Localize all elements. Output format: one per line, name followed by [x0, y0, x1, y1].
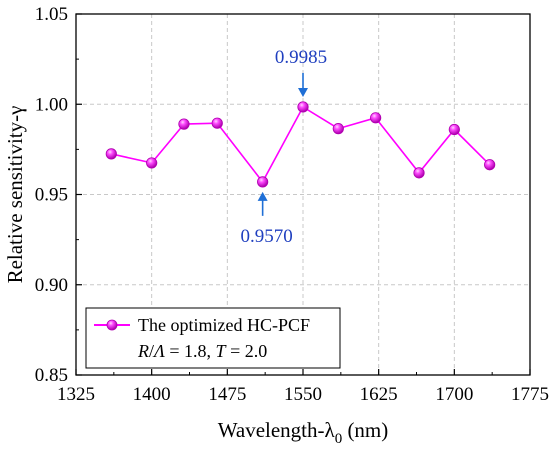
data-point [211, 117, 223, 129]
x-axis-title-sub: 0 [335, 431, 343, 447]
legend-params: R/Λ = 1.8, T = 2.0 [137, 341, 267, 361]
series [105, 101, 496, 188]
x-tick-label: 1625 [360, 384, 398, 405]
data-point [413, 167, 425, 179]
legend: The optimized HC-PCF R/Λ = 1.8, T = 2.0 [85, 307, 341, 369]
y-axis-title: Relative sensitivity-γ [3, 106, 27, 284]
data-point [448, 123, 460, 136]
legend-param-r-value: = 1.8, [165, 341, 216, 361]
annotation-label: 0.9985 [275, 47, 327, 68]
data-point [146, 157, 158, 169]
data-point [297, 101, 309, 113]
axis-ticks: 1325 1400 1475 1550 1625 1700 1775 0.85 0.90 0.95… [35, 4, 549, 405]
x-axis-title-main: Wavelength-λ [218, 418, 336, 442]
x-tick-label: 1775 [511, 384, 549, 405]
annotations: 0.9985 0.9570 [241, 47, 328, 247]
x-tick-label: 1550 [284, 384, 322, 405]
y-tick-label: 1.05 [35, 4, 68, 25]
annotation-arrow-head [257, 191, 268, 201]
legend-param-lambda: Λ [152, 341, 165, 361]
y-tick-label: 0.95 [35, 185, 68, 206]
legend-label: The optimized HC-PCF [138, 315, 310, 335]
data-point [370, 112, 382, 124]
data-point [257, 176, 269, 188]
series-line [111, 105, 491, 184]
x-tick-label: 1475 [208, 384, 246, 405]
data-point [484, 159, 496, 171]
legend-param-slash: / [149, 341, 154, 361]
y-tick-label: 0.90 [35, 275, 68, 296]
data-point [332, 123, 344, 135]
data-point [178, 118, 190, 130]
x-tick-label: 1325 [57, 384, 95, 405]
annotation-arrow-head [298, 87, 308, 97]
legend-param-t-value: = 2.0 [226, 341, 268, 361]
data-point [105, 148, 117, 160]
annotation-label: 0.9570 [241, 226, 293, 247]
legend-box [85, 307, 341, 369]
y-tick-label: 1.00 [35, 94, 68, 115]
x-axis-title: Wavelength-λ0 (nm) [218, 418, 389, 447]
x-tick-label: 1700 [435, 384, 473, 405]
legend-param-t: T [216, 341, 228, 361]
legend-marker [106, 319, 118, 331]
x-tick-label: 1400 [133, 384, 171, 405]
y-tick-label: 0.85 [35, 365, 68, 386]
legend-param-r: R [137, 341, 149, 361]
x-axis-title-unit: (nm) [342, 418, 388, 442]
